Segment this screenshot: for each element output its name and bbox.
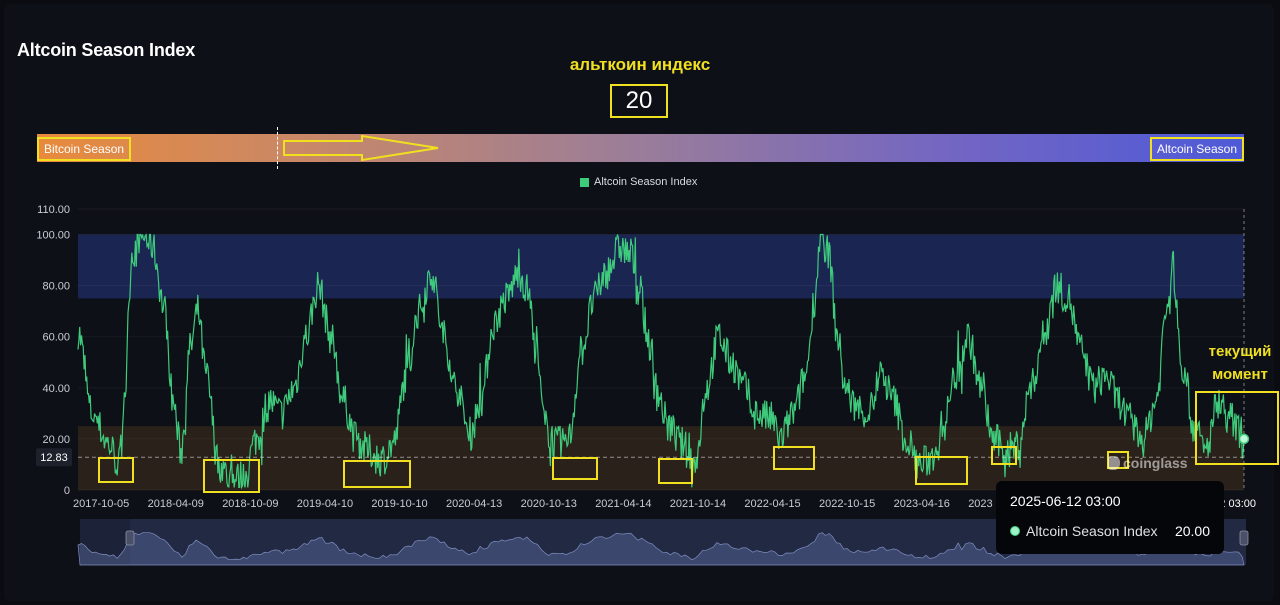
legend-swatch-icon	[580, 177, 589, 187]
current-value-tag	[36, 448, 72, 467]
chart-legend[interactable]: Altcoin Season Index	[580, 176, 697, 188]
chart-tooltip: 2025-06-12 03:00 Altcoin Season Index 20…	[996, 481, 1224, 554]
y-tick-label: 110.00	[37, 204, 70, 216]
navigator-handle-left[interactable]	[125, 530, 135, 546]
highlight-box	[98, 457, 134, 483]
x-tick-label: 2021-10-14	[670, 498, 726, 510]
tooltip-value: 20.00	[1174, 523, 1210, 539]
arrow-annotation-icon	[283, 134, 439, 162]
highlight-box	[1195, 391, 1279, 465]
highlight-box	[552, 457, 598, 480]
tooltip-row: Altcoin Season Index 20.00	[1010, 523, 1210, 539]
tooltip-series-dot-icon	[1010, 526, 1020, 536]
x-tick-label: 2022-04-15	[744, 498, 800, 510]
current-moment-line-1: текущий	[1208, 343, 1272, 360]
highlight-box	[915, 456, 968, 485]
bitcoin-season-label: Bitcoin Season	[37, 137, 132, 161]
y-tick-label: 60.00	[42, 332, 70, 344]
coinglass-watermark: coinglass	[1108, 455, 1188, 471]
x-tick-label: 2019-10-10	[371, 498, 427, 510]
y-axis-ticks: 110.00 100.00 80.00 60.00 40.00 20.00 0	[36, 204, 70, 497]
altcoin-season-label: Altcoin Season	[1149, 137, 1244, 161]
y-tick-label: 20.00	[42, 434, 70, 446]
x-tick-label: 2020-04-13	[446, 498, 502, 510]
coinglass-logo-icon	[1108, 456, 1120, 470]
zone-band-0	[78, 234, 1244, 299]
x-axis-ticks: 2017-10-05 2018-04-09 2018-10-09 2019-04-10…	[73, 498, 1256, 510]
highlight-box	[658, 458, 693, 484]
x-tick-label: 2019-04-10	[297, 498, 353, 510]
series-layer	[77, 209, 1250, 490]
highlight-box	[343, 460, 411, 488]
tooltip-series-name: Altcoin Season Index	[1026, 523, 1158, 539]
page-title: Altcoin Season Index	[17, 40, 196, 60]
season-position-marker	[277, 127, 278, 169]
zone-bands	[78, 234, 1244, 490]
tooltip-date: 2025-06-12 03:00	[1010, 493, 1121, 509]
index-annotation-label: альткоин индекс	[569, 55, 711, 74]
legend-label: Altcoin Season Index	[594, 176, 698, 188]
x-tick-label: 2017-10-05	[73, 498, 129, 510]
x-tick-label: 2022-10-15	[819, 498, 875, 510]
season-gradient-bar: Bitcoin Season Altcoin Season	[37, 134, 1244, 162]
highlight-box	[991, 446, 1017, 465]
y-tick-label: 80.00	[42, 281, 70, 293]
x-tick-label: 2018-10-09	[222, 498, 278, 510]
current-value-label: 12.83	[40, 452, 68, 464]
x-tick-label: 2020-10-13	[521, 498, 577, 510]
series-line	[77, 233, 1245, 490]
x-tick-label: 2018-04-09	[148, 498, 204, 510]
y-tick-label: 100.00	[36, 230, 70, 242]
navigator-handle-right[interactable]	[1239, 530, 1249, 546]
x-tick-label-last: 2 03:00	[1219, 498, 1256, 510]
current-moment-line-2: момент	[1212, 366, 1268, 383]
navigator-left-mask	[80, 519, 130, 565]
x-tick-label: 2021-04-14	[595, 498, 651, 510]
y-tick-label: 0	[64, 485, 70, 497]
hover-point	[1238, 433, 1250, 445]
current-moment-annotation: текущий момент	[1199, 340, 1280, 386]
index-value-box: 20	[610, 84, 668, 118]
y-tick-label: 40.00	[42, 383, 70, 395]
watermark-text: coinglass	[1123, 455, 1188, 471]
highlight-box	[203, 459, 260, 493]
current-value-line: 12.83	[36, 448, 1244, 467]
x-tick-label: 2023-04-16	[894, 498, 950, 510]
highlight-box	[773, 446, 815, 470]
x-tick-label: 2023	[968, 498, 992, 510]
